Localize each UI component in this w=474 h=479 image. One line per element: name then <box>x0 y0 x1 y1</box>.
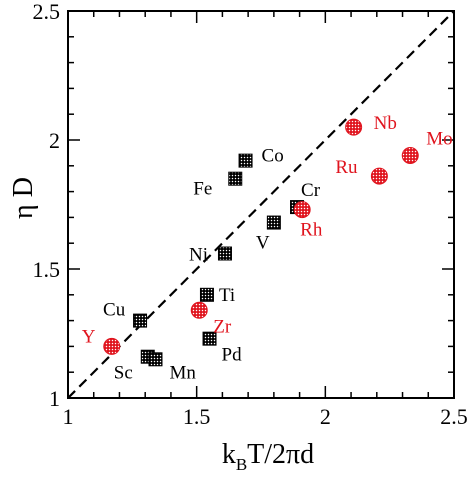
point-v <box>266 215 281 230</box>
x-tick-label: 1 <box>63 404 74 429</box>
point-co <box>238 153 253 168</box>
point-ru <box>370 167 388 185</box>
point-fe <box>228 171 243 186</box>
x-tick-label: 2 <box>320 404 331 429</box>
point-pd <box>202 331 217 346</box>
y-tick-label: 2 <box>49 128 60 153</box>
point-label-cu: Cu <box>103 300 126 321</box>
point-ni <box>217 246 232 261</box>
axis-ticks: 1 1.5 2 2.5 1 1.5 2 2.5 <box>33 0 468 429</box>
point-label-cr: Cr <box>301 180 321 201</box>
point-labels: Co Fe Cr V Ni Ti Cu Pd Sc Mn Nb Mo Ru Rh Zr Y <box>82 113 453 384</box>
data-points <box>103 118 419 367</box>
point-rh <box>293 201 311 219</box>
point-label-nb: Nb <box>374 113 397 134</box>
point-label-ni: Ni <box>189 245 208 266</box>
point-label-mn: Mn <box>169 362 196 383</box>
plot-frame <box>67 10 455 399</box>
x-axis-title: kBT/2πd <box>222 439 314 474</box>
point-label-ti: Ti <box>219 285 235 306</box>
point-cu <box>133 313 148 328</box>
x-axis-title-rest: T/2πd <box>247 439 314 470</box>
y-tick-label: 1.5 <box>33 257 61 282</box>
diagonal-reference-line <box>67 10 455 399</box>
point-label-mo: Mo <box>426 128 452 149</box>
point-y <box>103 337 121 355</box>
y-tick-label: 1 <box>49 386 60 411</box>
point-label-rh: Rh <box>300 220 323 241</box>
point-mn <box>148 352 163 367</box>
y-axis-title: η D <box>8 177 39 219</box>
point-label-zr: Zr <box>213 316 232 337</box>
x-tick-label: 1.5 <box>183 404 211 429</box>
point-ti <box>199 287 214 302</box>
x-axis-title-sub: B <box>236 455 247 474</box>
point-label-y: Y <box>82 326 96 347</box>
reference-line-group <box>67 10 455 399</box>
x-tick-label: 2.5 <box>440 404 468 429</box>
point-label-ru: Ru <box>335 157 358 178</box>
y-tick-label: 2.5 <box>33 0 61 24</box>
x-axis-title-main: k <box>222 439 236 470</box>
point-zr <box>190 301 208 319</box>
point-mo <box>401 146 419 164</box>
point-label-co: Co <box>262 146 284 167</box>
point-label-sc: Sc <box>114 363 133 384</box>
point-label-pd: Pd <box>222 345 243 366</box>
point-nb <box>345 118 363 136</box>
plot-area <box>67 10 455 399</box>
point-label-fe: Fe <box>193 179 212 200</box>
point-label-v: V <box>256 233 270 254</box>
axis-titles: η D kBT/2πd <box>8 177 314 474</box>
